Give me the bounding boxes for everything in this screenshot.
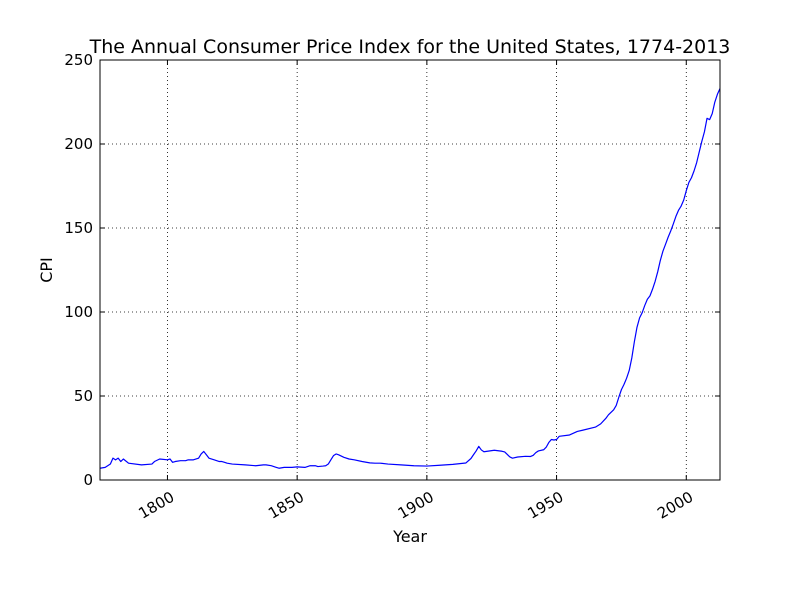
grid-lines xyxy=(100,60,720,480)
y-tick-label: 100 xyxy=(64,303,93,321)
plot-frame xyxy=(99,59,721,481)
plot-area xyxy=(100,60,720,480)
y-axis-title: CPI xyxy=(37,257,56,283)
x-axis-title: Year xyxy=(392,527,427,546)
y-tick-label: 150 xyxy=(64,219,93,237)
y-tick-label: 0 xyxy=(83,471,93,489)
y-tick-label: 200 xyxy=(64,135,93,153)
y-tick-label: 250 xyxy=(64,51,93,69)
series-layer xyxy=(99,88,721,469)
cpi-series-line xyxy=(99,88,721,469)
y-tick-label: 50 xyxy=(74,387,93,405)
chart-title: The Annual Consumer Price Index for the … xyxy=(89,36,731,58)
